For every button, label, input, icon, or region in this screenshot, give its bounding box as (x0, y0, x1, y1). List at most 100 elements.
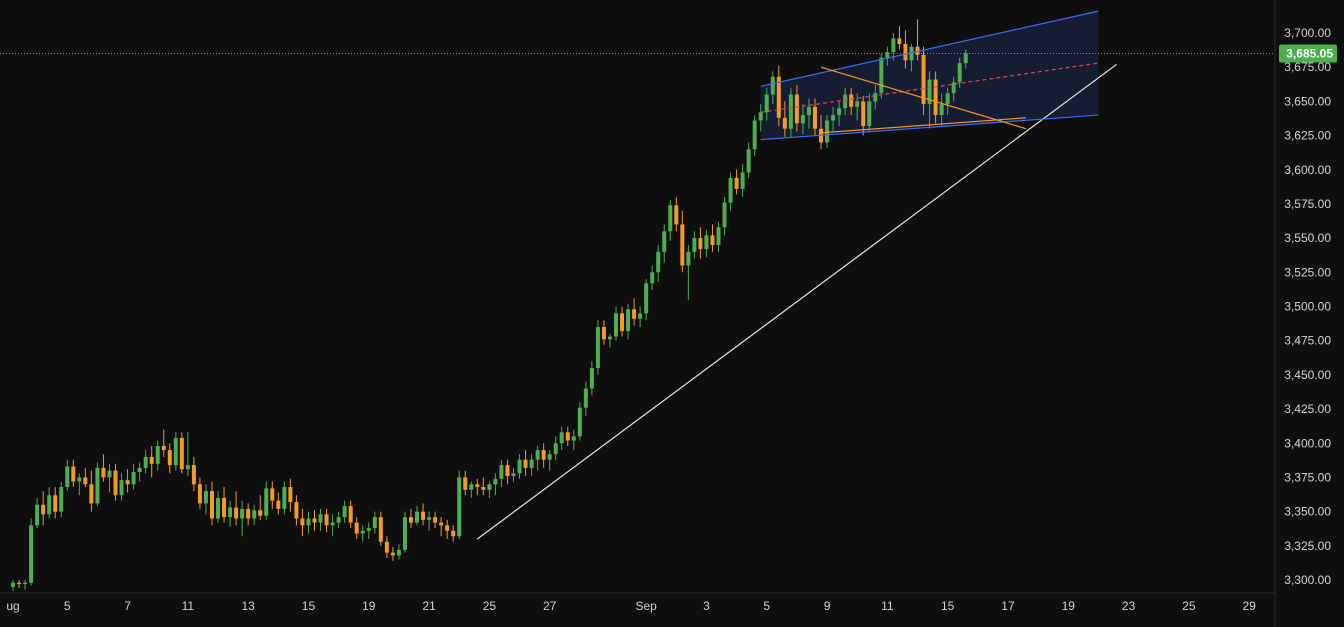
candle-body (571, 436, 576, 441)
candle-body (891, 38, 896, 53)
candle-body (53, 495, 58, 512)
candle-body (95, 467, 100, 504)
candle-body (415, 511, 420, 523)
candle-body (372, 517, 377, 529)
candle-body (457, 477, 462, 537)
y-tick-label: 3,450.00 (1284, 368, 1331, 382)
candle-body (951, 82, 956, 94)
candle-body (89, 484, 94, 504)
candle-body (764, 94, 769, 113)
candle-body (161, 445, 166, 451)
candle-body (427, 517, 432, 520)
candle-body (583, 388, 588, 408)
candle-body (191, 465, 196, 485)
candle-body (903, 43, 908, 61)
candle-body (348, 506, 353, 523)
candle-body (680, 224, 685, 266)
candle-body (885, 52, 890, 58)
candle-body (945, 93, 950, 105)
candle-body (879, 57, 884, 94)
y-tick-label: 3,575.00 (1284, 197, 1331, 211)
candle-body (11, 582, 15, 587)
candle-body (553, 443, 558, 455)
candle-body (776, 76, 781, 118)
x-tick-label: 11 (881, 599, 894, 613)
candle-body (794, 94, 799, 124)
candle-body (909, 46, 914, 61)
candle-body (867, 101, 872, 126)
x-tick-label: 7 (124, 599, 131, 613)
candle-body (197, 484, 202, 504)
candle-body (41, 504, 46, 515)
y-tick-label: 3,375.00 (1284, 470, 1331, 484)
candle-body (529, 459, 534, 468)
candle-body (216, 497, 221, 519)
y-tick-label: 3,500.00 (1284, 300, 1331, 314)
candle-body (740, 172, 745, 189)
candle-body (963, 53, 968, 64)
candle-body (77, 477, 82, 482)
channel-mid-line[interactable] (760, 62, 1099, 113)
x-tick-label: 17 (1001, 599, 1015, 613)
candle-body (366, 528, 371, 531)
y-tick-label: 3,700.00 (1284, 26, 1331, 40)
candle-body (728, 177, 733, 203)
candle-body (662, 231, 667, 252)
candle-body (674, 205, 679, 225)
candle-body (83, 477, 88, 485)
candle-body (517, 459, 522, 474)
candle-body (276, 500, 281, 509)
y-tick-label: 3,550.00 (1284, 231, 1331, 245)
candle-body (746, 149, 751, 173)
candle-body (282, 487, 287, 509)
candle-body (698, 238, 703, 250)
wedge-upper-line[interactable] (820, 66, 1027, 130)
candle-body (607, 336, 612, 340)
candle-body (294, 502, 299, 519)
candle-body (402, 517, 407, 550)
candle-body (113, 470, 118, 496)
x-tick-label: 23 (1122, 599, 1136, 613)
x-axis[interactable]: ug 5 7 11 13 15 19 21 25 27 Sep 3 5 9 11 15 17 19 23 25 29 (0, 592, 1275, 613)
trendline[interactable] (476, 63, 1117, 540)
candle-body (770, 76, 775, 95)
candle-body (541, 450, 546, 460)
candle-body (155, 445, 160, 464)
candle-body (258, 510, 263, 516)
candle-body (782, 117, 787, 129)
candle-body (734, 177, 739, 189)
candle-body (704, 235, 709, 250)
y-axis[interactable]: 3,300.00 3,325.00 3,350.00 3,375.00 3,400.00… (1274, 0, 1331, 627)
candle-body (463, 477, 468, 490)
y-tick-label: 3,400.00 (1284, 436, 1331, 450)
candle-body (252, 510, 257, 519)
candle-body (101, 467, 106, 478)
candle-body (505, 465, 510, 477)
candle-body (843, 94, 848, 109)
candle-body (330, 522, 335, 526)
candle-body (439, 522, 444, 526)
x-tick-label: ug (6, 599, 19, 613)
candle-body (234, 507, 239, 519)
candle-body (716, 227, 721, 245)
x-tick-label: 15 (302, 599, 316, 613)
candle-body (173, 437, 178, 466)
x-tick-label: 9 (824, 599, 831, 613)
candle-body (758, 112, 763, 121)
wedge-lower-line[interactable] (820, 117, 1027, 134)
candle-body (547, 454, 552, 460)
channel-lower-line[interactable] (760, 114, 1099, 141)
candle-body (837, 108, 842, 116)
candle-body (559, 432, 564, 444)
candle-body (535, 450, 540, 460)
candle-body (752, 120, 757, 150)
drawings-layer-front (476, 10, 1117, 540)
candle-body (915, 46, 920, 55)
x-tick-label: 15 (941, 599, 955, 613)
x-tick-label: 29 (1242, 599, 1256, 613)
candle-body (222, 497, 227, 518)
candle-body (306, 518, 311, 526)
channel-upper-line[interactable] (760, 10, 1099, 87)
candle-body (119, 480, 124, 496)
